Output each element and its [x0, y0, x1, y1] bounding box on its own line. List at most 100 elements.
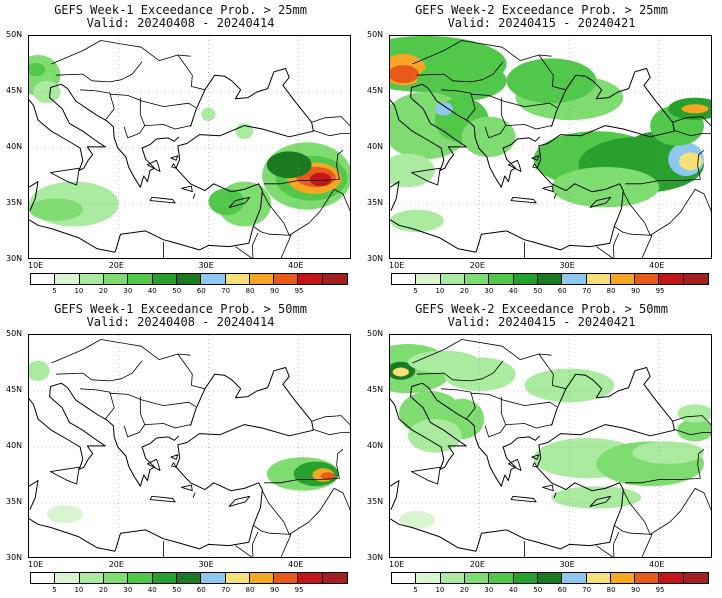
- probability-shading: [506, 58, 597, 104]
- latitude-label: 35N: [6, 497, 23, 506]
- colorbar-label: 60: [557, 586, 567, 594]
- country-border: [253, 226, 292, 236]
- longitude-label: 40E: [649, 560, 665, 569]
- coastline: [29, 83, 106, 171]
- colorbar-swatch: [298, 274, 323, 284]
- colorbar-swatch: [635, 274, 660, 284]
- colorbar-label: 95: [655, 586, 665, 594]
- map-canvas: [29, 335, 350, 557]
- colorbar-swatch: [322, 573, 348, 583]
- probability-shading: [677, 404, 711, 423]
- colorbar-swatch: [225, 573, 250, 583]
- country-border: [235, 246, 253, 258]
- map-canvas: [390, 36, 711, 258]
- colorbar-swatch: [513, 573, 538, 583]
- map-canvas: [390, 335, 711, 557]
- country-border: [613, 531, 620, 557]
- colorbar-swatch: [464, 573, 490, 583]
- country-border: [622, 189, 711, 236]
- longitude-label: 10E: [28, 261, 44, 270]
- colorbar-label: 70: [582, 287, 592, 295]
- colorbar: [30, 572, 348, 584]
- island: [542, 185, 554, 193]
- latitude-label: 40N: [6, 142, 23, 151]
- coastline: [190, 367, 314, 431]
- island: [146, 159, 161, 172]
- colorbar-label: 30: [123, 287, 133, 295]
- colorbar-swatch: [416, 274, 441, 284]
- colorbar-label: 30: [484, 586, 494, 594]
- country-border: [641, 235, 653, 258]
- probability-shading: [434, 102, 453, 116]
- country-border: [123, 97, 146, 139]
- country-border: [55, 61, 143, 83]
- country-border: [673, 129, 711, 137]
- coastline: [551, 68, 675, 132]
- island: [170, 454, 179, 460]
- country-border: [252, 232, 259, 258]
- map: [389, 334, 712, 558]
- country-border: [123, 396, 146, 438]
- country-border: [261, 488, 350, 535]
- longitude-label: 30E: [198, 560, 214, 569]
- colorbar-label: 5: [52, 586, 57, 594]
- colorbar-swatch: [31, 274, 56, 284]
- colorbar-swatch: [464, 274, 490, 284]
- island: [149, 196, 176, 204]
- colorbar-label: 40: [147, 287, 157, 295]
- coastline: [390, 382, 467, 470]
- island: [228, 495, 251, 507]
- coastline: [390, 219, 477, 253]
- colorbar-swatch: [416, 573, 441, 583]
- colorbar-swatch: [513, 274, 538, 284]
- country-border: [253, 525, 292, 535]
- country-border: [264, 149, 344, 185]
- longitude-label: 30E: [559, 560, 575, 569]
- latitude-label: 50N: [367, 329, 384, 338]
- colorbar-label: 10: [74, 287, 84, 295]
- island: [149, 495, 176, 503]
- longitude-label: 20E: [469, 261, 485, 270]
- colorbar-swatch: [176, 573, 202, 583]
- probability-shading: [524, 368, 615, 403]
- country-border: [613, 232, 620, 258]
- probability-shading: [408, 419, 462, 453]
- panel-week1-50mm: GEFS Week-1 Exceedance Prob. > 50mm Vali…: [0, 299, 361, 598]
- country-border: [177, 54, 205, 91]
- colorbar-swatch: [562, 573, 587, 583]
- probability-shading: [29, 360, 50, 381]
- country-border: [280, 235, 292, 258]
- probability-shading: [390, 65, 419, 84]
- latitude-label: 30N: [367, 553, 384, 562]
- panel-week2-50mm: GEFS Week-2 Exceedance Prob. > 50mm Vali…: [361, 299, 722, 598]
- coastline: [390, 83, 467, 171]
- coastline: [114, 125, 314, 253]
- probability-shading: [309, 172, 332, 187]
- colorbar-label: 40: [147, 586, 157, 594]
- island: [170, 155, 179, 161]
- island: [510, 495, 537, 503]
- colorbar-swatch: [79, 274, 104, 284]
- coastline: [475, 125, 675, 253]
- latitude-label: 45N: [367, 86, 384, 95]
- panel-title: GEFS Week-1 Exceedance Prob. > 50mm: [54, 302, 307, 316]
- island: [171, 462, 177, 468]
- colorbar-swatch: [440, 573, 465, 583]
- country-border: [614, 525, 653, 535]
- probability-shading: [29, 62, 46, 77]
- colorbar: [30, 273, 348, 285]
- probability-shading: [390, 209, 444, 232]
- country-border: [261, 189, 350, 236]
- country-border: [622, 488, 711, 535]
- island: [507, 458, 522, 471]
- colorbar-label: 80: [606, 586, 616, 594]
- probability-shading: [392, 367, 409, 377]
- country-border: [311, 415, 350, 426]
- colorbar-label: 50: [172, 586, 182, 594]
- colorbar-swatch: [249, 274, 275, 284]
- colorbar-label: 5: [413, 586, 418, 594]
- country-border: [177, 353, 205, 390]
- longitude-label: 40E: [649, 261, 665, 270]
- coastline: [29, 382, 106, 470]
- colorbar-label: 95: [294, 287, 304, 295]
